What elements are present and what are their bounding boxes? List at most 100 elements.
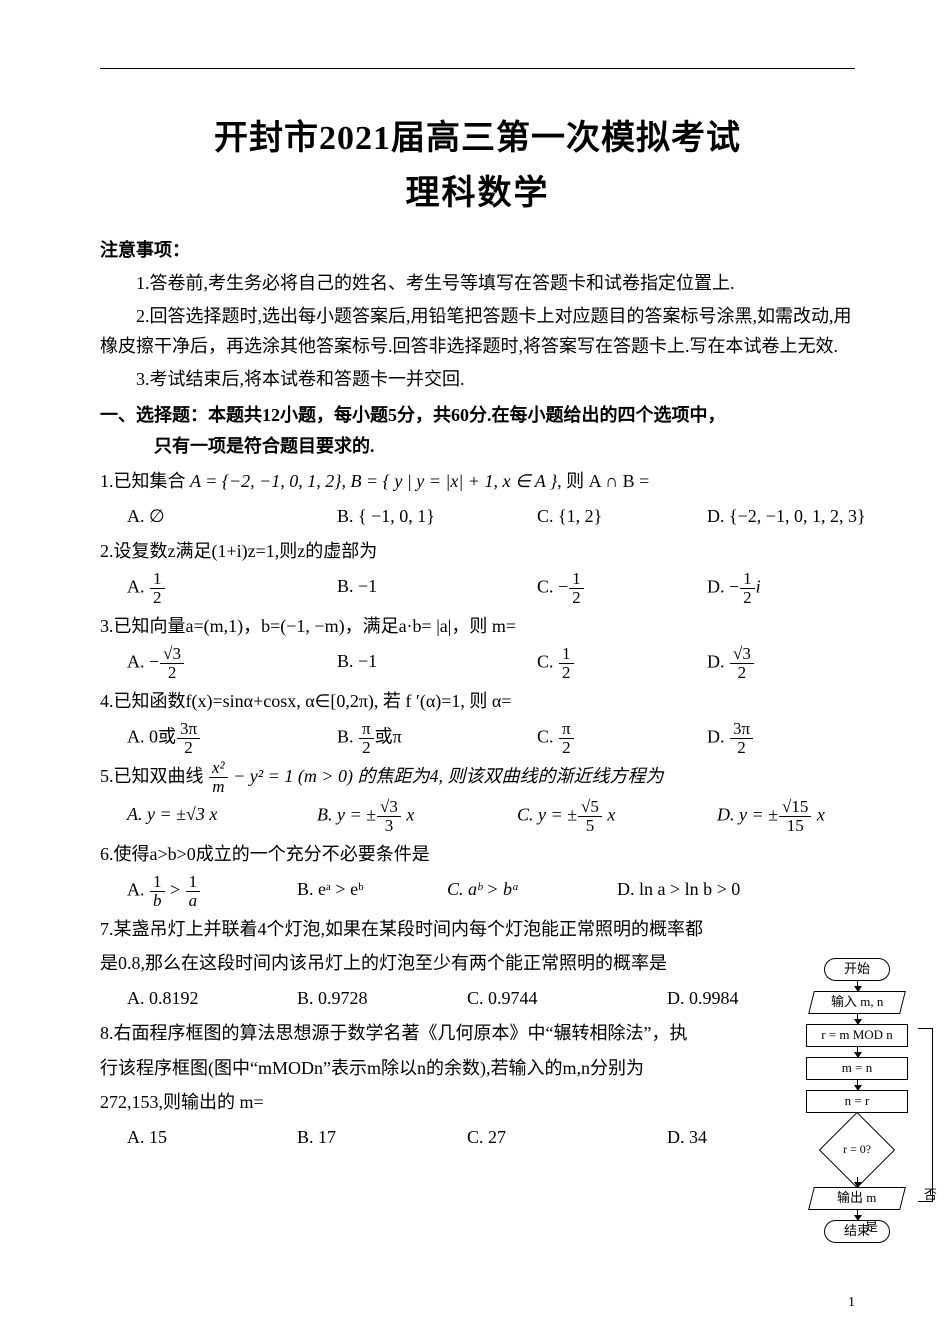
q2d-suf: i: [756, 577, 761, 597]
flow-input-label: 输入 m, n: [831, 995, 883, 1010]
q1-opt-c: C. {1, 2}: [537, 500, 707, 532]
q3-opt-d: D. √32: [707, 645, 855, 682]
q6a-mid: >: [166, 879, 185, 899]
q5-opt-d: D. y = ±√1515 x: [717, 798, 855, 835]
q2c-pre: C. −: [537, 577, 568, 597]
q5-opt-b: B. y = ±√33 x: [317, 798, 517, 835]
q8-stem: 8.右面程序框图的算法思想源于数学名著《几何原本》中“辗转相除法”，执行该程序框…: [100, 1016, 705, 1119]
flow-arrow-7: [857, 1210, 858, 1220]
flow-start: 开始: [824, 958, 890, 981]
q3-opt-b: B. −1: [337, 645, 537, 682]
q5-stem: 5.已知双曲线 x²m − y² = 1 (m > 0) 的焦距为4, 则该双曲…: [100, 759, 855, 796]
q8-opt-d: D. 34: [667, 1121, 707, 1153]
flow-decision: r = 0?: [830, 1123, 884, 1177]
q3a-num: √3: [160, 645, 184, 664]
q4d-pre: D.: [707, 727, 729, 747]
q1-stem: 1.已知集合 A = {−2, −1, 0, 1, 2}, B = { y | …: [100, 464, 855, 498]
page-number: 1: [848, 1295, 855, 1311]
q5c-num: √5: [578, 798, 602, 817]
flow-label-yes: 是: [865, 1216, 878, 1235]
q2-opt-b: B. −1: [337, 570, 537, 607]
q6a-num: 1: [150, 873, 165, 892]
q7-stem-text: 7.某盏吊灯上并联着4个灯泡,如果在某段时间内每个灯泡能正常照明的概率都是0.8…: [100, 912, 705, 980]
q7-opt-d: D. 0.9984: [667, 982, 739, 1014]
flowchart: 开始 输入 m, n r = m MOD n m = n n = r r = 0…: [793, 958, 921, 1243]
flow-arrow-4: [857, 1080, 858, 1090]
flow-arrow-6: [857, 1177, 858, 1187]
notice-item-2: 2.回答选择题时,选出每小题答案后,用铅笔把答题卡上对应题目的答案标号涂黑,如需…: [100, 301, 855, 362]
q6-opt-d: D. ln a > ln b > 0: [617, 873, 855, 910]
q4-opt-a: A. 0或3π2: [127, 720, 337, 757]
q7-opt-a: A. 0.8192: [127, 982, 297, 1014]
q8-opt-a: A. 15: [127, 1121, 297, 1153]
q3a-den: 2: [160, 664, 184, 682]
page-subtitle: 理科数学: [100, 165, 855, 214]
q2-opt-d: D. −12i: [707, 570, 855, 607]
q2-options: A. 12 B. −1 C. −12 D. −12i: [127, 570, 855, 607]
q4-options: A. 0或3π2 B. π2或π C. π2 D. 3π2: [127, 720, 855, 757]
q6-opt-b: B. eᵃ > eᵇ: [297, 873, 447, 910]
q3-opt-a: A. −√32: [127, 645, 337, 682]
q5c-suf: x: [603, 804, 616, 824]
q4-opt-d: D. 3π2: [707, 720, 855, 757]
flow-output: 输出 m: [808, 1187, 906, 1210]
q7-block: 7.某盏吊灯上并联着4个灯泡,如果在某段时间内每个灯泡能正常照明的概率都是0.8…: [100, 912, 855, 1015]
q4d-num: 3π: [730, 720, 753, 739]
q5-den: m: [209, 778, 228, 796]
q1-opt-b: B. { −1, 0, 1}: [337, 500, 537, 532]
q1-stem-post: , 则 A ∩ B =: [557, 471, 649, 491]
q4a-pre: A. 0或: [127, 727, 176, 747]
q4c-num: π: [559, 720, 574, 739]
q4-stem: 4.已知函数f(x)=sinα+cosx, α∈[0,2π), 若 f ′(α)…: [100, 684, 855, 718]
flow-loop-line: [918, 1028, 933, 1202]
flow-proc-3: n = r: [806, 1090, 908, 1113]
flow-proc-2: m = n: [806, 1057, 908, 1080]
section-1-line1: 一、选择题：本题共12小题，每小题5分，共60分.在每小题给出的四个选项中，: [100, 405, 726, 425]
q2c-den: 2: [569, 589, 584, 607]
q6-stem: 6.使得a>b>0成立的一个充分不必要条件是: [100, 837, 855, 871]
q5b-pre: B. y = ±: [317, 804, 376, 824]
q3c-pre: C.: [537, 652, 558, 672]
q8-options: A. 15 B. 17 C. 27 D. 34: [127, 1121, 705, 1153]
q2a-num: 1: [150, 570, 165, 589]
q5c-pre: C. y = ±: [517, 804, 577, 824]
q4a-num: 3π: [177, 720, 200, 739]
section-1-heading: 一、选择题：本题共12小题，每小题5分，共60分.在每小题给出的四个选项中， 只…: [100, 400, 855, 461]
q6-opt-a: A. 1b > 1a: [127, 873, 297, 910]
q3-options: A. −√32 B. −1 C. 12 D. √32: [127, 645, 855, 682]
q8-block: 8.右面程序框图的算法思想源于数学名著《几何原本》中“辗转相除法”，执行该程序框…: [100, 1016, 855, 1153]
q5-mid: − y² = 1 (m > 0) 的焦距为4, 则该双曲线的渐近线方程为: [229, 766, 664, 786]
q4-opt-b: B. π2或π: [337, 720, 537, 757]
q3d-pre: D.: [707, 652, 729, 672]
q1-opt-a: A. ∅: [127, 500, 337, 532]
section-1-line2: 只有一项是符合题目要求的.: [100, 431, 855, 462]
q1-opt-d: D. {−2, −1, 0, 1, 2, 3}: [707, 500, 866, 532]
q5d-num: √15: [779, 798, 811, 817]
q6-opt-c: C. aᵇ > bᵃ: [447, 873, 617, 910]
q2d-den: 2: [740, 589, 755, 607]
q5-opt-a: A. y = ±√3 x: [127, 798, 317, 835]
q2d-num: 1: [740, 570, 755, 589]
q5-options: A. y = ±√3 x B. y = ±√33 x C. y = ±√55 x…: [127, 798, 855, 835]
q5-num: x²: [209, 759, 228, 778]
q8-opt-c: C. 27: [467, 1121, 667, 1153]
q2d-pre: D. −: [707, 577, 739, 597]
q3-stem: 3.已知向量a=(m,1)，b=(−1, −m)，满足a·b= |a|，则 m=: [100, 609, 855, 643]
notice-item-3: 3.考试结束后,将本试卷和答题卡一并交回.: [100, 364, 855, 395]
q2c-num: 1: [569, 570, 584, 589]
q2-opt-a: A. 12: [127, 570, 337, 607]
q4b-pre: B.: [337, 727, 358, 747]
q3d-num: √3: [730, 645, 754, 664]
q5b-suf: x: [402, 804, 415, 824]
q8-stem-text: 8.右面程序框图的算法思想源于数学名著《几何原本》中“辗转相除法”，执行该程序框…: [100, 1016, 705, 1119]
q3-opt-c: C. 12: [537, 645, 707, 682]
q4b-num: π: [359, 720, 374, 739]
q4-opt-c: C. π2: [537, 720, 707, 757]
q5d-suf: x: [812, 804, 825, 824]
notice-heading: 注意事项：: [100, 236, 855, 262]
notice-item-1: 1.答卷前,考生务必将自己的姓名、考生号等填写在答题卡和试卷指定位置上.: [100, 268, 855, 299]
q3c-den: 2: [559, 664, 574, 682]
q6a-pre: A.: [127, 879, 149, 899]
q6a-den2: a: [186, 892, 201, 910]
q4c-pre: C.: [537, 727, 558, 747]
